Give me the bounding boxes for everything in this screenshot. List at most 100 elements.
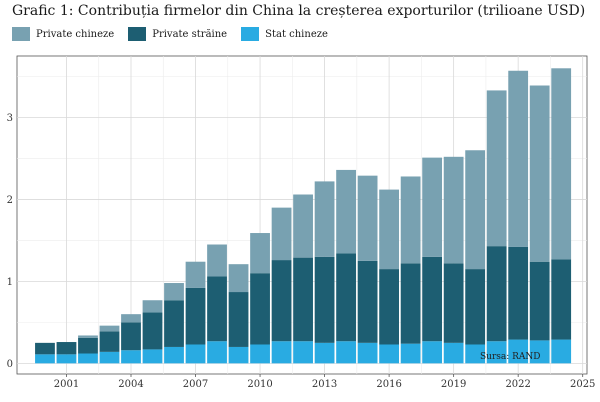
x-tick-label: 2025 [570, 379, 595, 390]
bar-segment [443, 342, 464, 364]
bar-segment [164, 300, 184, 347]
bars [35, 68, 572, 364]
bar-segment [271, 207, 292, 261]
bar-segment [164, 346, 184, 364]
legend-item-stat-chineze: Stat chineze [241, 27, 328, 41]
bar-segment [207, 276, 227, 342]
x-tick-label: 2004 [118, 379, 143, 390]
bar-segment [422, 256, 443, 342]
bar-segment [379, 269, 400, 345]
bar-segment [465, 150, 486, 270]
bar-segment [78, 353, 98, 364]
bar-segment [357, 260, 378, 343]
bar-segment [486, 90, 507, 247]
bar-segment [465, 344, 486, 364]
bar-segment [486, 341, 507, 364]
bar-segment [121, 314, 141, 323]
bar-segment [142, 312, 163, 350]
y-tick-labels: 0 1 2 3 [7, 113, 13, 370]
bar-segment [78, 335, 98, 338]
bar-segment [336, 341, 356, 364]
bar-segment [400, 176, 421, 264]
bar-segment [443, 156, 464, 264]
bar-segment [314, 342, 335, 364]
bar-segment [228, 264, 249, 293]
x-tick-label: 2016 [376, 379, 401, 390]
y-tick-label: 3 [7, 113, 13, 124]
bar-segment [185, 344, 206, 364]
bar-segment [357, 175, 378, 261]
legend-item-private-chineze: Private chineze [12, 27, 114, 41]
bar-segment [250, 273, 270, 345]
bar-segment [551, 68, 572, 260]
bar-segment [486, 246, 507, 342]
bar-segment [99, 325, 120, 332]
bar-segment [508, 246, 529, 340]
bar-segment [121, 350, 141, 364]
x-tick-label: 2007 [183, 379, 208, 390]
legend-label: Private străine [152, 28, 228, 40]
x-tick-label: 2013 [312, 379, 337, 390]
bar-segment [142, 300, 163, 313]
chart-title: Grafic 1: Contribuția firmelor din China… [12, 3, 586, 19]
bar-segment [379, 189, 400, 270]
x-tick-label: 2019 [441, 379, 466, 390]
bar-segment [551, 339, 572, 364]
bar-segment [271, 341, 292, 364]
legend: Private chineze Private străine Stat chi… [12, 25, 342, 43]
bar-segment [400, 343, 421, 364]
bar-segment [422, 157, 443, 257]
bar-segment [465, 269, 486, 345]
bar-segment [336, 169, 356, 254]
bar-segment [250, 233, 270, 274]
bar-segment [207, 244, 227, 277]
legend-swatch [241, 27, 260, 41]
bar-segment [228, 346, 249, 364]
bar-segment [379, 344, 400, 364]
y-tick-label: 0 [7, 359, 13, 370]
bar-segment [293, 194, 313, 258]
bar-segment [508, 70, 529, 247]
bar-segment [35, 342, 55, 355]
bar-segment [293, 257, 313, 342]
bar-segment [314, 256, 335, 343]
bar-segment [314, 181, 335, 257]
bar-segment [443, 263, 464, 343]
bar-segment [185, 261, 206, 288]
x-tick-label: 2001 [54, 379, 79, 390]
bar-segment [99, 351, 120, 364]
legend-swatch [12, 27, 30, 41]
bar-segment [142, 349, 163, 364]
source-note: Sursa: RAND [480, 352, 541, 362]
bar-segment [250, 344, 270, 364]
bar-segment [99, 331, 120, 352]
bar-segment [228, 292, 249, 347]
y-tick-label: 1 [7, 277, 13, 288]
x-tick-label: 2010 [247, 379, 272, 390]
bar-segment [529, 85, 550, 262]
bar-segment [207, 341, 227, 364]
y-tick-label: 2 [7, 195, 13, 206]
bar-segment [35, 354, 55, 364]
bar-segment [78, 337, 98, 354]
bar-segment [56, 342, 77, 355]
bar-segment [293, 341, 313, 364]
bar-segment [400, 263, 421, 344]
bar-segment [164, 283, 184, 301]
legend-label: Stat chineze [265, 28, 328, 40]
bar-segment [271, 260, 292, 342]
legend-item-private-straine: Private străine [128, 27, 227, 41]
bar-segment [336, 253, 356, 342]
bar-segment [56, 354, 77, 364]
bar-segment [529, 261, 550, 341]
bar-segment [508, 339, 529, 364]
bar-segment [357, 342, 378, 364]
bar-segment [185, 287, 206, 345]
bar-segment [529, 340, 550, 364]
x-tick-labels: 2001 2004 2007 2010 2013 2016 2019 2022 2025 [54, 379, 596, 390]
legend-label: Private chineze [36, 28, 115, 40]
bar-segment [121, 322, 141, 351]
bar-segment [422, 341, 443, 364]
x-tick-label: 2022 [505, 379, 530, 390]
